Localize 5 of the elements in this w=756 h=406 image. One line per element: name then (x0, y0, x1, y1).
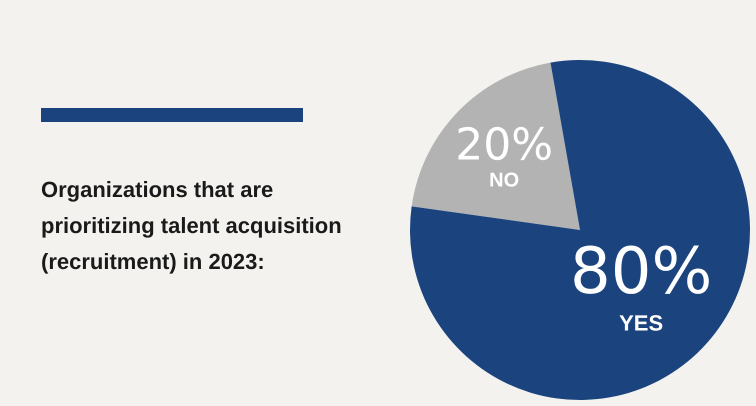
data-label: 20% (455, 119, 554, 170)
data-label: 80% (570, 234, 712, 309)
slice-label: NO (489, 170, 520, 192)
text: Organizations that are prioritizing talent acquisition (recruitment) in 2023: (41, 176, 343, 276)
slice-label: YES (619, 310, 664, 336)
